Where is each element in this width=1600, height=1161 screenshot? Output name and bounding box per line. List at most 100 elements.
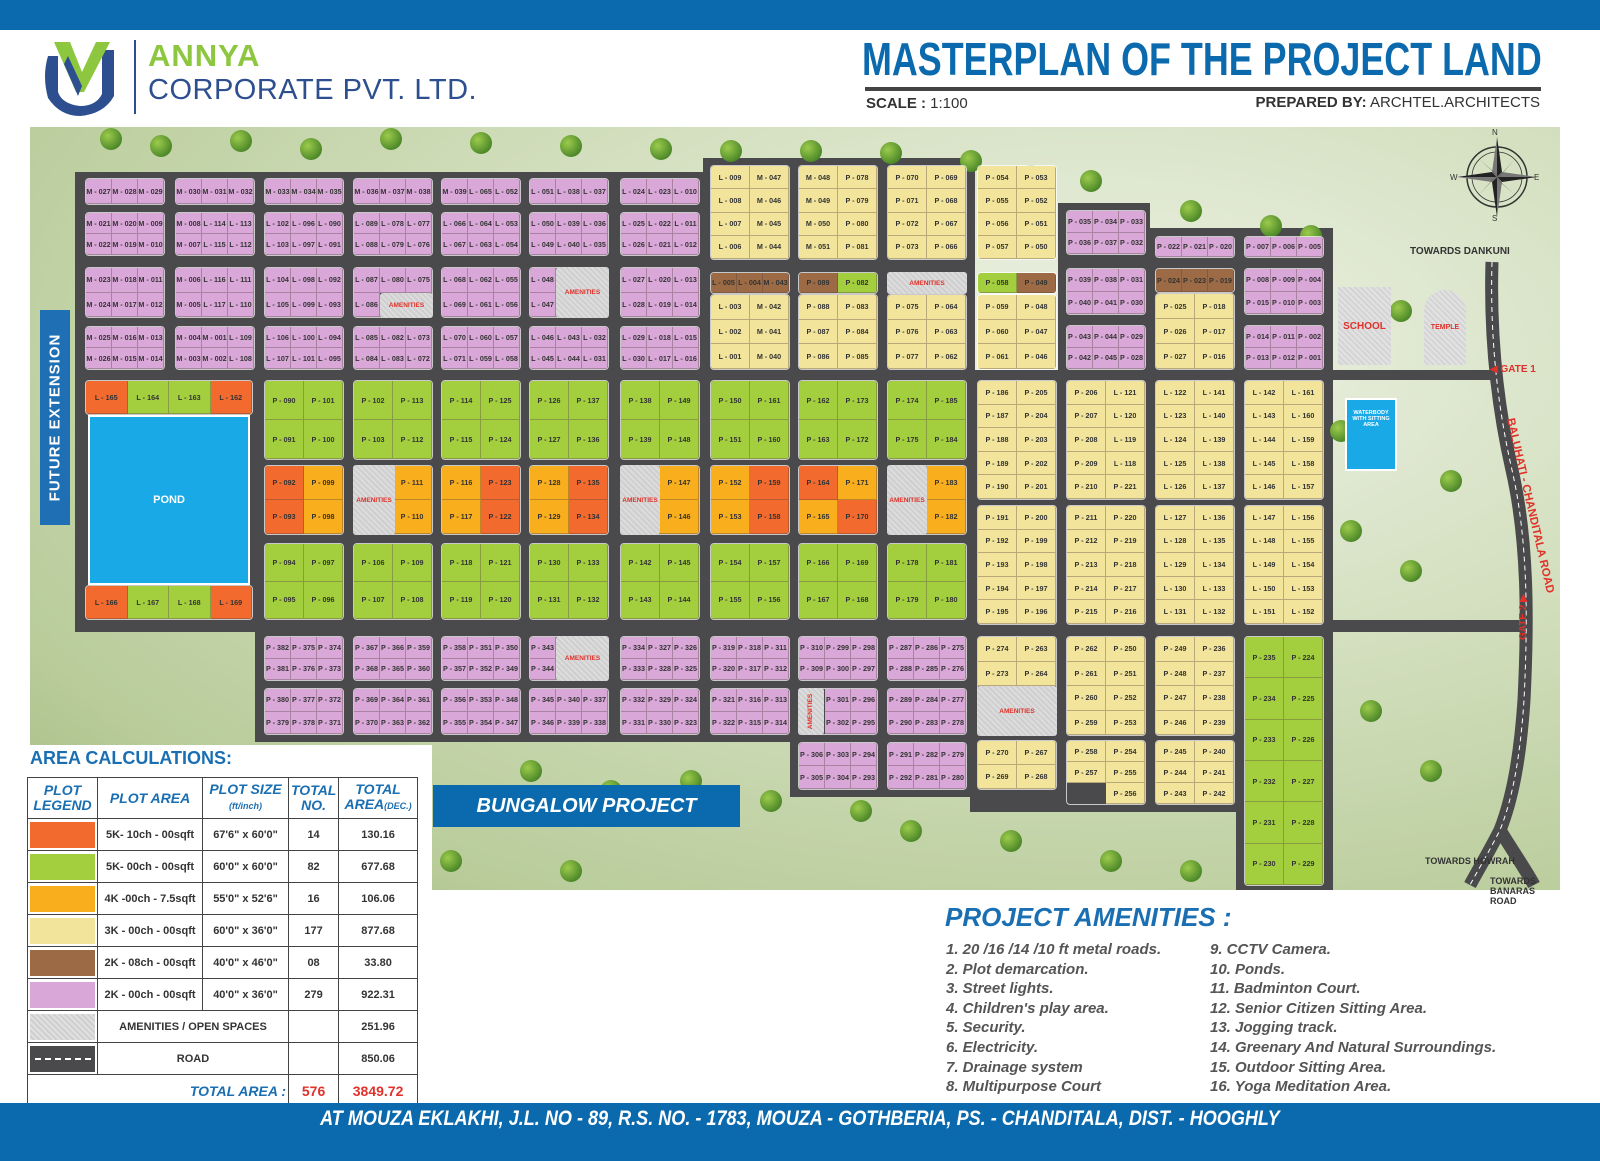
plot[interactable]: P - 048 [1017, 295, 1056, 320]
plot[interactable]: L - 001 [711, 344, 750, 369]
plot[interactable]: L - 038 [556, 179, 582, 204]
plot[interactable]: P - 050 [1017, 235, 1056, 259]
plot[interactable]: P - 239 [1195, 710, 1234, 735]
plot[interactable]: L - 045 [530, 348, 556, 369]
plot[interactable]: L - 068 [442, 268, 468, 293]
plot[interactable]: P - 321 [711, 689, 737, 712]
plot[interactable]: P - 306 [799, 743, 825, 766]
plot[interactable]: M - 046 [750, 189, 789, 213]
plot[interactable]: P - 096 [304, 581, 343, 619]
plot[interactable]: L - 100 [291, 327, 317, 348]
plot[interactable]: L - 026 [621, 234, 647, 255]
plot[interactable]: P - 123 [481, 466, 520, 500]
plot[interactable]: P - 348 [494, 689, 520, 712]
plot[interactable]: P - 325 [673, 658, 699, 680]
plot[interactable]: L - 015 [673, 327, 699, 348]
plot[interactable]: P - 091 [265, 420, 304, 459]
plot[interactable]: M - 022 [86, 234, 112, 255]
plot[interactable]: P - 106 [354, 544, 393, 582]
plot[interactable]: L - 122 [1156, 381, 1195, 405]
plot[interactable]: P - 353 [468, 689, 494, 712]
plot[interactable]: P - 300 [825, 658, 851, 680]
plot[interactable]: P - 125 [481, 381, 520, 420]
plot[interactable]: P - 087 [799, 319, 838, 345]
plot[interactable]: P - 128 [530, 466, 569, 500]
plot[interactable]: L - 116 [202, 268, 228, 293]
plot[interactable]: L - 149 [1245, 553, 1284, 577]
plot[interactable]: P - 162 [799, 381, 838, 420]
plot[interactable]: P - 001 [1297, 347, 1323, 369]
plot[interactable]: P - 298 [851, 637, 877, 659]
plot[interactable]: M - 035 [317, 179, 343, 204]
plot[interactable]: P - 004 [1297, 269, 1323, 292]
plot[interactable]: L - 086 [354, 292, 380, 317]
plot[interactable]: P - 292 [888, 766, 914, 789]
plot[interactable]: P - 142 [621, 544, 660, 582]
plot[interactable]: P - 185 [927, 381, 966, 420]
plot[interactable]: P - 278 [940, 711, 966, 734]
plot[interactable]: P - 315 [737, 711, 763, 734]
plot[interactable]: P - 056 [978, 212, 1017, 236]
plot[interactable]: P - 217 [1106, 576, 1145, 601]
plot[interactable]: P - 234 [1245, 678, 1284, 720]
plot[interactable]: P - 191 [978, 506, 1017, 530]
plot[interactable]: M - 040 [750, 344, 789, 369]
plot[interactable]: L - 040 [556, 234, 582, 255]
plot[interactable]: P - 329 [647, 689, 673, 712]
plot[interactable]: M - 042 [750, 295, 789, 320]
plot[interactable]: P - 257 [1067, 762, 1106, 783]
plot[interactable]: L - 102 [265, 213, 291, 234]
plot[interactable]: M - 014 [138, 348, 164, 369]
plot[interactable]: P - 081 [838, 235, 877, 259]
plot[interactable]: M - 025 [86, 327, 112, 348]
plot[interactable]: P - 005 [1297, 237, 1323, 257]
plot[interactable]: P - 146 [660, 500, 699, 534]
plot[interactable]: P - 370 [354, 711, 380, 734]
plot[interactable]: P - 118 [442, 544, 481, 582]
plot[interactable]: P - 026 [1156, 319, 1195, 344]
plot[interactable]: M - 015 [112, 348, 138, 369]
plot[interactable]: P - 192 [978, 529, 1017, 554]
plot[interactable]: P - 045 [1093, 347, 1119, 369]
plot[interactable]: P - 253 [1106, 710, 1145, 735]
plot[interactable]: L - 079 [380, 234, 406, 255]
plot[interactable]: P - 033 [1119, 211, 1145, 233]
plot[interactable]: L - 036 [582, 213, 608, 234]
plot[interactable]: P - 248 [1156, 661, 1195, 686]
plot[interactable]: L - 108 [228, 348, 254, 369]
plot[interactable]: L - 020 [647, 268, 673, 293]
plot[interactable]: P - 196 [1017, 600, 1056, 624]
plot[interactable]: P - 055 [978, 189, 1017, 213]
plot[interactable]: P - 262 [1067, 637, 1106, 662]
plot[interactable]: P - 377 [291, 689, 317, 712]
plot[interactable]: L - 089 [354, 213, 380, 234]
plot[interactable]: M - 049 [799, 189, 838, 213]
plot[interactable]: P - 152 [711, 466, 750, 500]
plot[interactable]: L - 007 [711, 212, 750, 236]
plot[interactable]: P - 330 [647, 711, 673, 734]
plot[interactable]: P - 313 [763, 689, 789, 712]
plot[interactable]: L - 131 [1156, 600, 1195, 624]
plot[interactable]: L - 117 [202, 292, 228, 317]
plot[interactable]: L - 138 [1195, 451, 1234, 476]
plot[interactable]: M - 034 [291, 179, 317, 204]
plot[interactable]: P - 063 [927, 319, 966, 345]
plot[interactable]: P - 203 [1017, 428, 1056, 452]
plot[interactable]: L - 087 [354, 268, 380, 293]
plot[interactable]: P - 169 [838, 544, 877, 582]
plot[interactable]: P - 134 [569, 500, 608, 534]
plot[interactable]: L - 099 [291, 292, 317, 317]
plot[interactable]: L - 166 [86, 586, 128, 619]
plot[interactable]: P - 058 [978, 273, 1017, 293]
plot[interactable]: L - 065 [468, 179, 494, 204]
plot[interactable]: P - 232 [1245, 760, 1284, 803]
plot[interactable]: L - 008 [711, 189, 750, 213]
plot[interactable]: L - 035 [582, 234, 608, 255]
plot[interactable]: P - 238 [1195, 686, 1234, 711]
plot[interactable]: P - 090 [265, 381, 304, 420]
plot[interactable]: P - 206 [1067, 381, 1106, 405]
plot[interactable]: L - 006 [711, 235, 750, 259]
plot[interactable]: L - 082 [380, 327, 406, 348]
plot[interactable]: P - 277 [940, 689, 966, 712]
plot[interactable]: P - 205 [1017, 381, 1056, 405]
